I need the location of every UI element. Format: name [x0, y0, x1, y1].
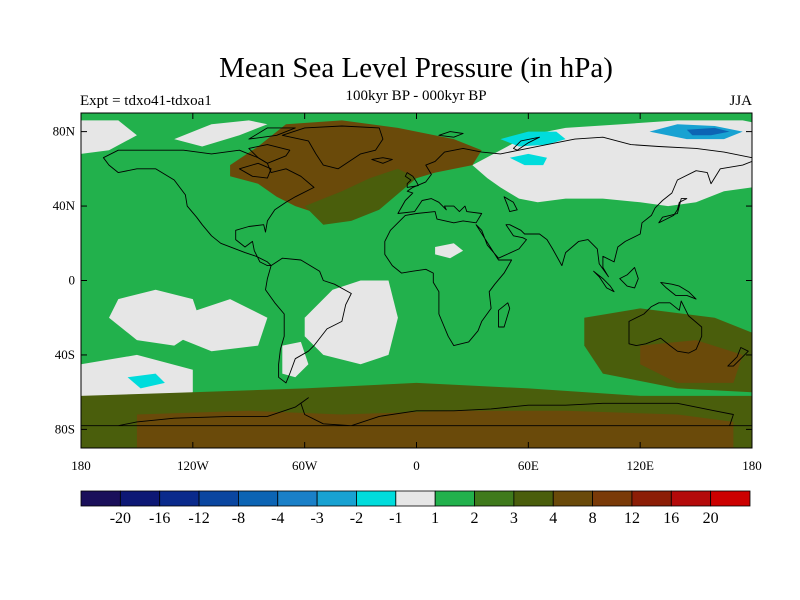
colorbar-swatch [356, 490, 397, 507]
lat-tick-label: 80N [53, 124, 76, 139]
pressure-anomaly-regions [81, 120, 752, 448]
coastline-ellesmere-island [248, 127, 296, 140]
colorbar-swatch [670, 490, 712, 507]
latitude-axis: 80N 40N 0 40S 80S [53, 124, 752, 436]
colorbar-label: 16 [663, 510, 679, 527]
region-siberia-low-cyan [509, 153, 547, 166]
lon-tick-label: 60W [292, 458, 318, 473]
region-antarctica-high [136, 410, 734, 448]
region-north-atlantic-high [304, 168, 417, 225]
coastline-baffin-island [248, 144, 291, 164]
region-south-atlantic-low [304, 280, 398, 365]
coastline-iceland [371, 157, 393, 164]
lon-tick-label: 180 [742, 458, 762, 473]
coastline-svalbard [438, 131, 464, 138]
lon-tick-label: 120W [177, 458, 210, 473]
lon-tick-label: 120E [626, 458, 654, 473]
colorbar-label: -4 [271, 510, 284, 527]
lat-tick-label: 80S [55, 421, 75, 436]
colorbar-label: 1 [431, 510, 439, 527]
region-arabia-low [435, 243, 464, 259]
lat-tick-label: 40N [53, 198, 76, 213]
coastline-new-guinea [660, 281, 697, 300]
colorbar-label: -2 [350, 510, 363, 527]
colorbar-label: -20 [110, 510, 131, 527]
coastline-greenland [281, 125, 384, 170]
colorbar-swatch [277, 490, 318, 507]
colorbar-label: 20 [703, 510, 719, 527]
coastline-sumatra [593, 270, 615, 293]
colorbar-swatch [119, 490, 161, 507]
coastline-new-zealand [727, 347, 749, 367]
coastline-caspian-sea [503, 196, 518, 213]
colorbar-swatch [513, 490, 554, 507]
coastline-hudson-bay [238, 162, 272, 179]
coastline-novaya-zemlya [512, 136, 540, 151]
region-kara-sea-low [500, 131, 566, 147]
coastline-south-america [265, 257, 352, 384]
region-north-pacific-low [81, 120, 137, 154]
region-greenland-ne-canada-high [230, 120, 482, 216]
colorbar-swatch [631, 490, 672, 507]
region-central-pacific-low [174, 299, 268, 352]
coastlines [81, 125, 752, 427]
map-subtitle: 100kyr BP - 000kyr BP [345, 88, 487, 104]
longitude-axis: 180 120W 60W 0 60E 120E 180 [71, 113, 762, 473]
region-south-indian-deeper-high [640, 340, 743, 383]
colorbar-label: -16 [149, 510, 170, 527]
coastline-antarctica [81, 397, 752, 427]
season-label: JJA [729, 93, 752, 109]
map-title: Mean Sea Level Pressure (in hPa) [219, 52, 613, 84]
colorbar-label: 3 [510, 510, 518, 527]
colorbar-label: -12 [188, 510, 209, 527]
colorbar-label: 4 [549, 510, 557, 527]
coastline-madagascar [498, 302, 511, 328]
colorbar-swatch [159, 490, 200, 507]
colorbar-label: -8 [232, 510, 245, 527]
colorbar-label: 12 [624, 510, 640, 527]
colorbar-swatch [434, 490, 475, 507]
map-panel: 80N 40N 0 40S 80S 180 120W 60W 0 60E 120E 180 [53, 112, 762, 473]
region-east-siberia-core-low [686, 127, 730, 136]
coastline-british-isles [404, 172, 419, 188]
colorbar-swatch [316, 490, 357, 507]
colorbar-label: -1 [389, 510, 402, 527]
colorbar-swatch [198, 490, 239, 507]
colorbar-swatch [552, 490, 593, 507]
coastline-australia [628, 300, 703, 354]
coastline-japan [658, 198, 688, 224]
coastline-eurasia-africa [384, 136, 752, 347]
colorbar-swatch [710, 490, 751, 507]
colorbar-swatch [592, 490, 633, 507]
colorbar-label: -3 [310, 510, 323, 527]
region-south-pacific-cyan-low [127, 373, 165, 389]
experiment-label: Expt = tdxo41-tdxoa1 [80, 93, 212, 109]
region-arctic-canada-low [174, 120, 268, 147]
colorbar-swatch [395, 490, 436, 507]
lat-tick-label: 0 [69, 273, 76, 288]
colorbar-swatch [80, 490, 121, 507]
colorbar-swatch [474, 490, 515, 507]
colorbar-label: 2 [471, 510, 479, 527]
lat-tick-label: 40S [55, 347, 75, 362]
lon-tick-label: 60E [518, 458, 539, 473]
coastline-borneo [619, 267, 639, 289]
colorbar-label: 8 [589, 510, 597, 527]
lon-tick-label: 180 [71, 458, 91, 473]
colorbar-swatch [238, 490, 279, 507]
lon-tick-label: 0 [413, 458, 420, 473]
colorbar: -20 -16 -12 -8 -4 -3 -2 -1 1 2 3 4 8 12 16 20 [80, 490, 751, 527]
